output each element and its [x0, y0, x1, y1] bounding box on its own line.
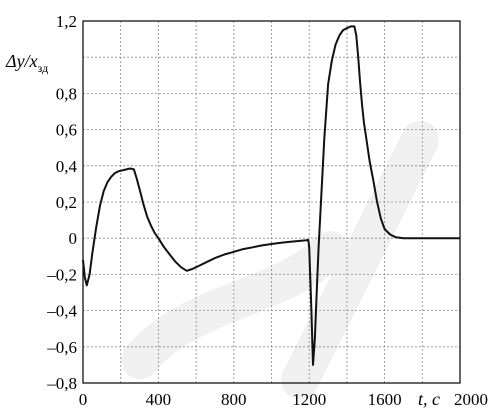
x-tick-label: 1600 — [368, 390, 402, 409]
y-tick-label: –0,6 — [46, 338, 77, 357]
x-tick-label: 1200 — [292, 390, 326, 409]
x-tick-labels: 0 400 800 1200 1600 2000 — [79, 390, 488, 409]
y-tick-label: 0,4 — [56, 157, 78, 176]
x-tick-label: 400 — [146, 390, 172, 409]
series-line — [82, 25, 460, 366]
y-tick-label: 0,6 — [56, 121, 77, 140]
grid — [83, 21, 460, 383]
y-axis-label: Δy/xзд — [5, 51, 48, 75]
y-tick-label: –0,8 — [46, 374, 77, 393]
y-tick-label: 0 — [69, 229, 78, 248]
y-tick-label: 1,2 — [56, 12, 77, 31]
x-tick-label: 800 — [221, 390, 247, 409]
x-tick-label: 2000 — [454, 390, 488, 409]
x-tick-label: 0 — [79, 390, 88, 409]
plot-frame — [82, 20, 461, 384]
x-axis-label: t, c — [418, 389, 440, 409]
watermark-layer — [121, 121, 439, 399]
watermark-stroke-2 — [281, 121, 439, 399]
y-tick-label: 0,8 — [56, 84, 77, 103]
y-tick-label: –0,2 — [46, 265, 77, 284]
y-tick-label: –0,4 — [46, 302, 77, 321]
y-tick-label: 0,2 — [56, 193, 77, 212]
y-tick-labels: –0,8 –0,6 –0,4 –0,2 0 0,2 0,4 0,6 0,8 1,2 — [46, 12, 77, 393]
